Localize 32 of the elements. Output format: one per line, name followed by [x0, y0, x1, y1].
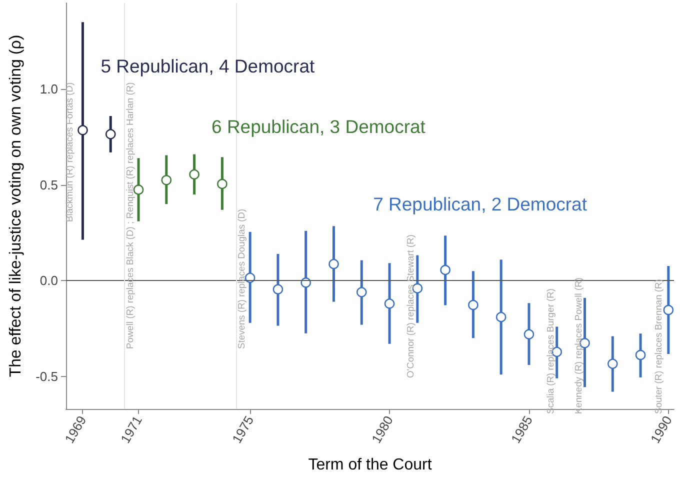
- x-axis-title: Term of the Court: [308, 456, 432, 474]
- point: [356, 287, 367, 298]
- point: [496, 312, 506, 322]
- annotation: Souter (R) replaces Brennan (R): [652, 279, 664, 414]
- annotation: Scalia (R) replaces Burger (R): [544, 288, 556, 414]
- point: [468, 300, 478, 310]
- point: [635, 350, 646, 360]
- y-tick-label: 0.0: [40, 273, 58, 288]
- y-tick-label: 1.0: [40, 82, 58, 97]
- text: 7 Republican, 2 Democrat: [373, 193, 587, 214]
- point: [440, 264, 450, 276]
- point: [608, 358, 618, 369]
- series-label: 6 Republican, 3 Democrat: [212, 116, 426, 138]
- y-tick-label: 0.5: [40, 177, 58, 192]
- point: [189, 169, 200, 180]
- point: [272, 284, 284, 294]
- y-tick-label: -0.5: [36, 368, 58, 384]
- point: [384, 298, 395, 309]
- annotation: Kennedy (R) replaces Powell (R): [572, 277, 584, 414]
- point: [663, 304, 674, 316]
- annotation: O'Connor (R) replaces Stewart (R): [404, 234, 416, 378]
- ref-line-label: Stevens (R) replaces Douglas (D): [236, 208, 247, 349]
- point: [524, 329, 534, 340]
- ref-line-label: Powell (R) replaces Black (D) ; Renquist (R) replaces Harlan (R): [124, 82, 136, 349]
- point: [105, 129, 116, 140]
- y-axis-title: The effect of like-justice voting on own voting (ρ): [8, 34, 24, 378]
- point: [161, 175, 172, 186]
- text: 5 Republican, 4 Democrat: [100, 56, 315, 77]
- annotation: Blackmun (R) replaces Fortas (D): [64, 82, 74, 222]
- point: [328, 258, 339, 270]
- point: [217, 178, 228, 190]
- point: [78, 125, 88, 136]
